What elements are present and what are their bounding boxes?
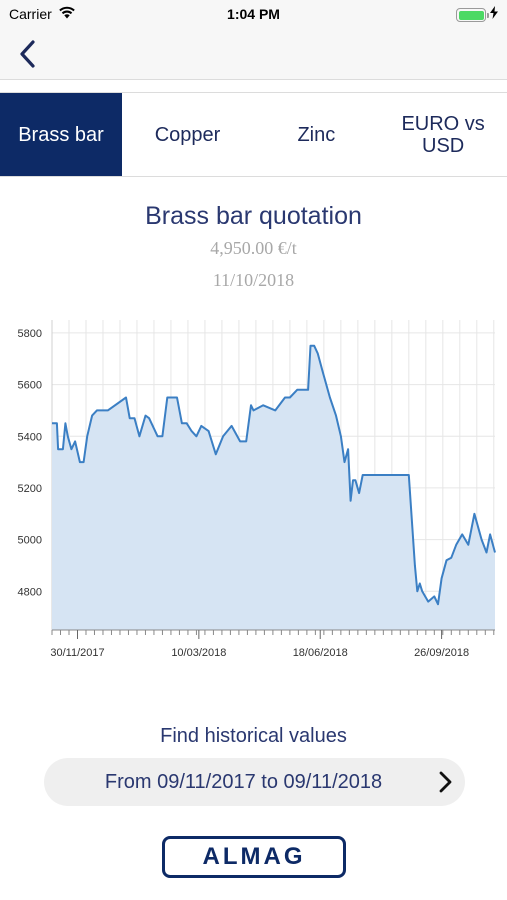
tab-euro-vs-usd[interactable]: EURO vs USD	[401, 112, 485, 157]
quotation-title: Brass bar quotation	[145, 202, 362, 230]
status-left: Carrier	[9, 6, 76, 22]
status-bar: Carrier 1:04 PM	[0, 0, 507, 28]
status-time: 1:04 PM	[227, 6, 280, 22]
carrier-label: Carrier	[9, 6, 52, 22]
y-tick-label-3: 5400	[18, 431, 42, 443]
price-chart[interactable]: 4800 5000 5200 5400 5600 5800 30/11/2017 10/03/…	[0, 310, 507, 670]
x-tick-label-2: 18/06/2018	[293, 647, 348, 659]
quotation-price: 4,950.00 €/t	[210, 238, 297, 258]
x-tick-label-3: 26/09/2018	[414, 647, 469, 659]
x-tick-label-0: 30/11/2017	[50, 647, 104, 659]
y-tick-label-5: 5800	[18, 328, 42, 340]
back-button[interactable]	[10, 36, 46, 72]
chevron-right-icon	[425, 770, 465, 794]
date-range-text: From 09/11/2017 to 09/11/2018	[104, 770, 383, 793]
historical-values-label: Find historical values	[160, 725, 347, 747]
metal-tabs: Brass bar Copper Zinc EURO vs USD	[0, 92, 507, 177]
battery-fill	[458, 10, 484, 20]
x-tick-label-1: 10/03/2018	[171, 647, 226, 659]
y-tick-label-0: 4800	[18, 586, 42, 598]
y-tick-label-1: 5000	[18, 535, 42, 547]
tab-brass-bar[interactable]: Brass bar	[0, 93, 122, 176]
chevron-left-icon	[20, 40, 35, 68]
date-range-button[interactable]: From 09/11/2017 to 09/11/2018	[44, 758, 465, 806]
wifi-icon	[58, 6, 76, 22]
charging-icon	[490, 6, 498, 24]
y-tick-label-4: 5600	[18, 380, 42, 392]
status-right	[456, 6, 498, 24]
tab-zinc[interactable]: Zinc	[297, 123, 336, 146]
quotation-date: 11/10/2018	[212, 270, 295, 290]
tab-copper[interactable]: Copper	[154, 123, 221, 146]
almag-logo: ALMAG	[162, 836, 346, 878]
y-tick-label-2: 5200	[18, 483, 42, 495]
battery-icon	[456, 8, 489, 22]
series-area-0	[52, 345, 495, 630]
logo-text: ALMAG	[202, 843, 306, 870]
nav-bar	[0, 28, 507, 80]
chart-svg[interactable]: 4800 5000 5200 5400 5600 5800 30/11/2017 10/03/…	[0, 310, 507, 670]
series-line-0	[52, 344, 496, 606]
